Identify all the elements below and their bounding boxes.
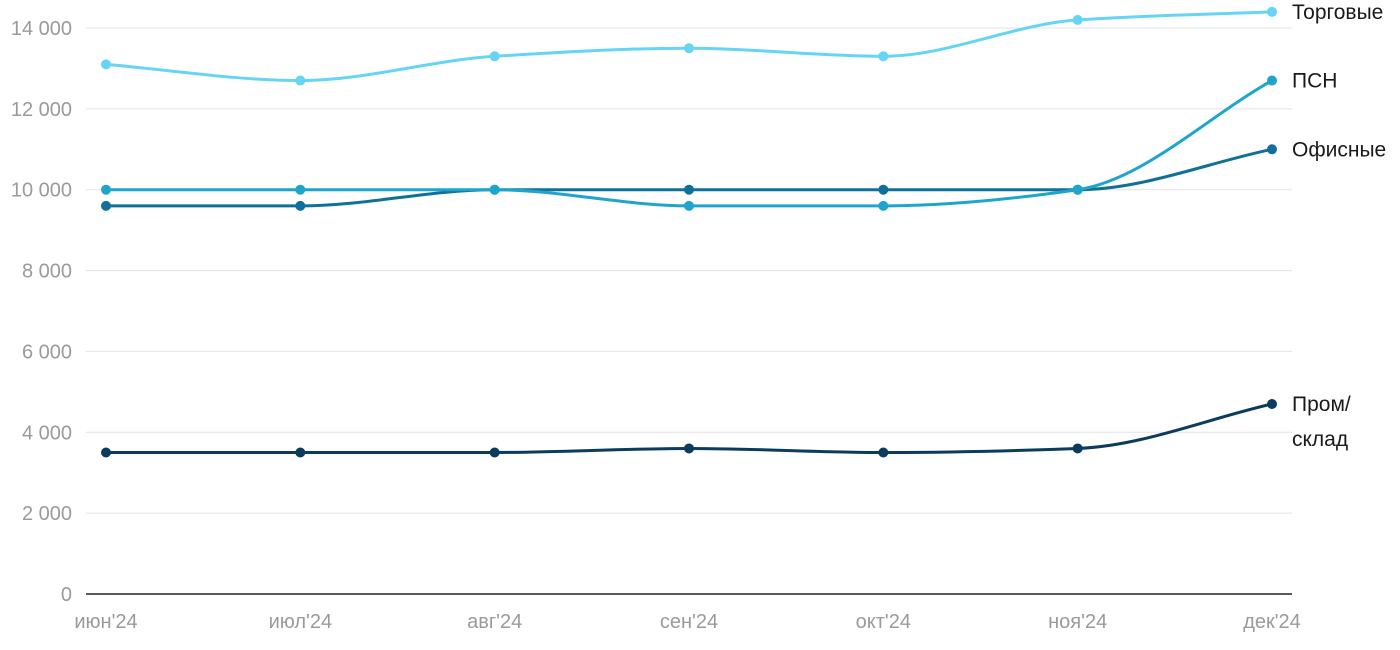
y-tick-label: 12 000 — [11, 99, 72, 121]
data-point — [878, 51, 889, 62]
data-point — [101, 200, 111, 211]
series-label: склад — [1292, 428, 1348, 451]
data-point — [684, 443, 694, 454]
series-lines — [101, 6, 1277, 458]
x-tick-label: окт'24 — [856, 611, 911, 633]
gridlines — [86, 27, 1292, 514]
data-point — [489, 51, 500, 62]
data-point — [1072, 184, 1083, 195]
x-tick-label: сен'24 — [660, 611, 718, 633]
data-point — [1267, 75, 1277, 86]
data-point — [489, 447, 500, 458]
y-tick-label: 2 000 — [22, 503, 72, 525]
data-point — [101, 184, 111, 195]
x-tick-label: дек'24 — [1243, 611, 1301, 633]
y-tick-label: 6 000 — [22, 341, 72, 363]
y-tick-label: 10 000 — [11, 180, 72, 202]
x-tick-label: авг'24 — [467, 611, 522, 633]
data-point — [489, 184, 500, 195]
series-1 — [101, 6, 1277, 86]
series-label: ПСН — [1292, 70, 1337, 93]
data-point — [101, 59, 111, 70]
data-point — [878, 184, 889, 195]
data-point — [295, 184, 306, 195]
data-point — [684, 184, 694, 195]
data-point — [878, 447, 889, 458]
data-point — [295, 447, 306, 458]
data-point — [1072, 443, 1083, 454]
series-line — [104, 147, 1274, 208]
series-4 — [101, 398, 1277, 458]
data-point — [101, 447, 111, 458]
data-point — [684, 43, 694, 54]
series-2 — [101, 75, 1277, 211]
x-tick-label: ноя'24 — [1048, 611, 1107, 633]
data-point — [1267, 144, 1277, 155]
series-labels: Торговые ПСН Офисные Пром/склад — [1292, 1, 1386, 451]
data-point — [684, 200, 694, 211]
y-axis-ticks: 0 2 000 4 000 6 000 8 000 10 000 12 000 14 000 — [11, 18, 72, 606]
series-label: Офисные — [1292, 138, 1386, 161]
data-point — [295, 75, 306, 86]
y-tick-label: 0 — [61, 584, 72, 606]
x-tick-label: июн'24 — [74, 611, 137, 633]
data-point — [878, 200, 889, 211]
data-point — [295, 200, 306, 211]
y-tick-label: 8 000 — [22, 261, 72, 283]
x-tick-label: июл'24 — [269, 611, 332, 633]
x-axis-ticks: июн'24 июл'24 авг'24 сен'24 окт'24 ноя'24 дек'… — [74, 611, 1300, 633]
series-label: Пром/ — [1292, 393, 1351, 416]
y-tick-label: 14 000 — [11, 18, 72, 40]
data-point — [1267, 398, 1277, 409]
data-point — [1267, 6, 1277, 17]
data-point — [1072, 14, 1083, 25]
y-tick-label: 4 000 — [22, 422, 72, 444]
series-label: Торговые — [1292, 1, 1383, 24]
